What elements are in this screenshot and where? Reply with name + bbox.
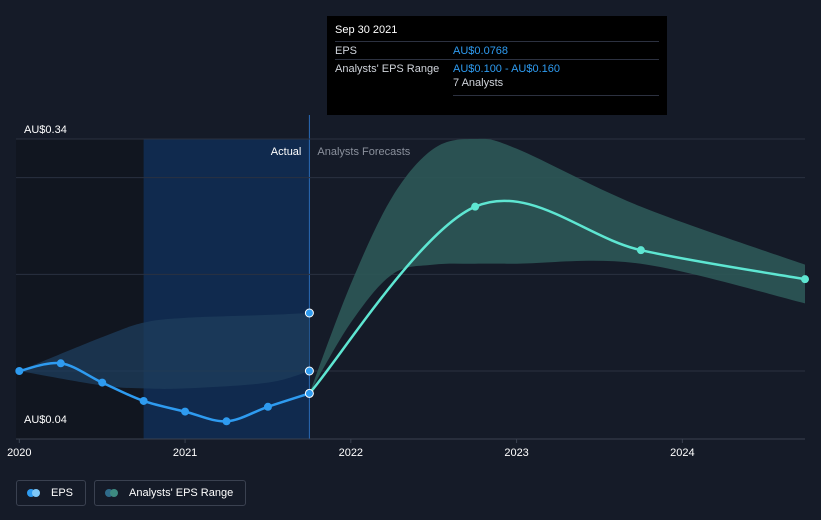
x-tick-label: 2022 xyxy=(339,447,363,459)
x-tick-label: 2021 xyxy=(173,447,197,459)
actual-highlight-band xyxy=(143,139,310,439)
tooltip-range-key: Analysts' EPS Range xyxy=(335,63,440,75)
legend-eps-label: EPS xyxy=(51,487,74,499)
tooltip-point xyxy=(304,366,314,376)
y-tick-label: AU$0.34 xyxy=(24,124,67,136)
eps-legend-icon xyxy=(27,489,43,497)
eps-ranges xyxy=(19,138,805,394)
legend-range-button[interactable]: Analysts' EPS Range xyxy=(94,480,247,506)
tooltip-point xyxy=(304,308,314,318)
tooltip: Sep 30 2021 EPS AU$0.0768 Analysts' EPS … xyxy=(327,16,667,115)
eps-actual-point xyxy=(139,396,148,405)
past-shade-band xyxy=(16,139,144,439)
tooltip-eps-value: AU$0.0768 xyxy=(453,45,509,57)
eps-actual-point xyxy=(56,359,65,368)
eps-actual-point xyxy=(263,402,272,411)
eps-forecast-point xyxy=(471,202,480,211)
chart-bands xyxy=(16,115,310,439)
actual-section-label: Actual xyxy=(271,146,302,158)
axis-labels: 2020 2021 2022 2023 2024 AU$0.34 AU$0.04 xyxy=(7,124,695,459)
tooltip-row-range: Analysts' EPS Range AU$0.100 - AU$0.160 xyxy=(335,59,659,77)
x-tick-label: 2024 xyxy=(670,447,694,459)
eps-forecast-point xyxy=(636,246,645,255)
legend-eps-button[interactable]: EPS xyxy=(16,480,87,506)
x-tick-label: 2023 xyxy=(504,447,528,459)
eps-actual-point xyxy=(98,378,107,387)
forecast-eps-range-area xyxy=(309,138,805,394)
eps-actual-point xyxy=(181,407,190,416)
tooltip-analysts-count: 7 Analysts xyxy=(453,77,659,96)
eps-points[interactable] xyxy=(15,202,809,426)
tooltip-row-eps: EPS AU$0.0768 xyxy=(335,41,659,59)
eps-actual-point xyxy=(15,367,24,375)
eps-forecast-point xyxy=(801,275,809,284)
tooltip-point xyxy=(304,388,314,398)
y-tick-label: AU$0.04 xyxy=(24,414,67,426)
tooltip-eps-key: EPS xyxy=(335,45,358,57)
x-tick-label: 2020 xyxy=(7,447,31,459)
range-legend-icon xyxy=(105,489,121,497)
past-eps-range-area xyxy=(19,313,310,389)
eps-actual-point xyxy=(222,417,231,426)
tooltip-date: Sep 30 2021 xyxy=(335,24,398,36)
tooltip-range-value: AU$0.100 - AU$0.160 xyxy=(453,63,561,75)
chart-legend: EPS Analysts' EPS Range xyxy=(16,480,247,506)
eps-forecast-line xyxy=(308,199,806,395)
legend-range-label: Analysts' EPS Range xyxy=(129,487,234,499)
forecast-section-label: Analysts Forecasts xyxy=(317,146,410,158)
